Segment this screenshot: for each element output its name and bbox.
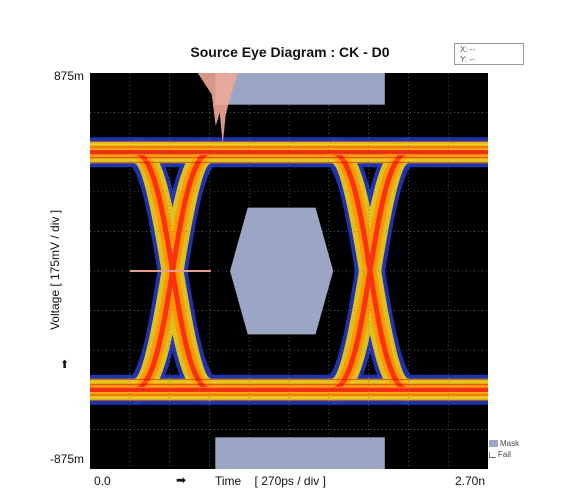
y-axis-max-label: 875m [53, 69, 84, 83]
y-axis-min-label: -875m [49, 452, 84, 466]
mask-center-hexagon [230, 207, 334, 335]
legend-label-fail: Fail [498, 450, 511, 459]
x-axis-title: Time [ 270ps / div ] [215, 474, 326, 488]
fail-swatch-icon [489, 451, 496, 458]
mask-bottom-bar [215, 437, 385, 469]
y-axis-title-text: Voltage [ 175mV / div ] [48, 209, 62, 331]
mask-top-bar [215, 73, 385, 105]
cursor-y-readout: Y: -- [460, 55, 475, 64]
mask-swatch-icon [489, 440, 498, 447]
legend-item-mask: Mask [489, 438, 519, 449]
eye-diagram-plot[interactable] [90, 73, 488, 469]
histogram-spike [197, 73, 238, 145]
y-axis-arrow-icon: ⬆ [60, 359, 70, 371]
cursor-x-readout: X: -- [460, 45, 476, 54]
x-axis-min-label: 0.0 [94, 474, 111, 488]
chart-title: Source Eye Diagram : CK - D0 [190, 44, 390, 60]
x-axis-max-label: 2.70n [455, 474, 486, 488]
legend-label-mask: Mask [500, 439, 520, 448]
x-axis-arrow-icon: ➡ [176, 473, 187, 487]
legend-item-fail: Fail [489, 449, 519, 460]
eye-diagram-svg [90, 73, 488, 469]
cursor-readout: X: -- Y: -- [454, 43, 524, 65]
legend: Mask Fail [489, 438, 519, 460]
